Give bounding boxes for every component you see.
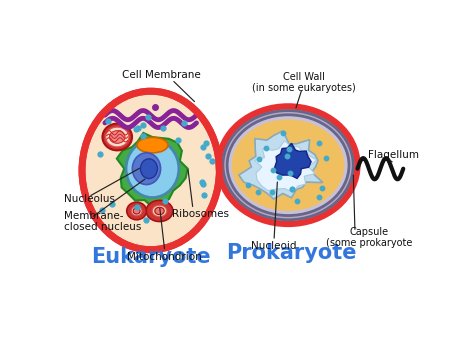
Ellipse shape — [137, 137, 168, 153]
Ellipse shape — [127, 202, 146, 220]
Ellipse shape — [131, 206, 142, 216]
Text: Ribosomes: Ribosomes — [172, 209, 228, 219]
Ellipse shape — [146, 200, 173, 222]
Ellipse shape — [232, 119, 345, 211]
Text: Cell Membrane: Cell Membrane — [122, 70, 201, 80]
Ellipse shape — [223, 110, 353, 220]
Polygon shape — [255, 141, 317, 192]
Ellipse shape — [152, 205, 167, 217]
Text: Eukaryote: Eukaryote — [91, 247, 210, 267]
Polygon shape — [239, 131, 323, 199]
Ellipse shape — [227, 115, 349, 215]
Text: Membrane-
closed nucleus: Membrane- closed nucleus — [64, 211, 142, 232]
Ellipse shape — [102, 124, 132, 151]
Ellipse shape — [133, 208, 140, 214]
Text: Nucleolus: Nucleolus — [64, 193, 115, 204]
Ellipse shape — [219, 106, 357, 224]
Ellipse shape — [106, 127, 129, 147]
Ellipse shape — [82, 91, 219, 250]
Polygon shape — [275, 143, 311, 179]
Text: Flagellum: Flagellum — [368, 149, 419, 160]
Text: Mitochondrion: Mitochondrion — [128, 252, 202, 262]
Ellipse shape — [132, 153, 161, 185]
Text: Nucleoid: Nucleoid — [251, 241, 297, 251]
Polygon shape — [117, 133, 188, 207]
Text: Capsule
(some prokaryote: Capsule (some prokaryote — [326, 226, 412, 248]
Text: Cell Wall
(in some eukaryotes): Cell Wall (in some eukaryotes) — [252, 72, 356, 93]
Text: Prokaryote: Prokaryote — [227, 243, 357, 263]
Ellipse shape — [109, 131, 125, 143]
Ellipse shape — [155, 207, 164, 215]
Ellipse shape — [126, 140, 179, 198]
Ellipse shape — [140, 159, 157, 179]
